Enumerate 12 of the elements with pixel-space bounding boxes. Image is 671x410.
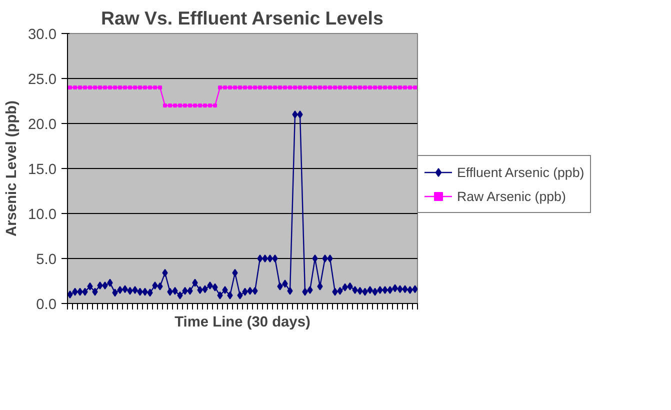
y-tick-label: 20.0 — [28, 117, 57, 133]
y-tick-label: 30.0 — [28, 27, 57, 43]
y-tick-label: 15.0 — [28, 162, 57, 178]
legend-label: Effluent Arsenic (ppb) — [457, 164, 584, 180]
x-axis-title: Time Line (30 days) — [174, 314, 310, 330]
y-tick-label: 25.0 — [28, 72, 57, 88]
y-tick-label: 10.0 — [28, 207, 57, 223]
y-axis-title: Arsenic Level (ppb) — [4, 100, 20, 237]
y-tick-label: 5.0 — [36, 252, 56, 268]
chart-title: Raw Vs. Effluent Arsenic Levels — [100, 8, 384, 28]
legend-label: Raw Arsenic (ppb) — [457, 188, 566, 204]
y-tick-label: 0.0 — [36, 297, 56, 313]
